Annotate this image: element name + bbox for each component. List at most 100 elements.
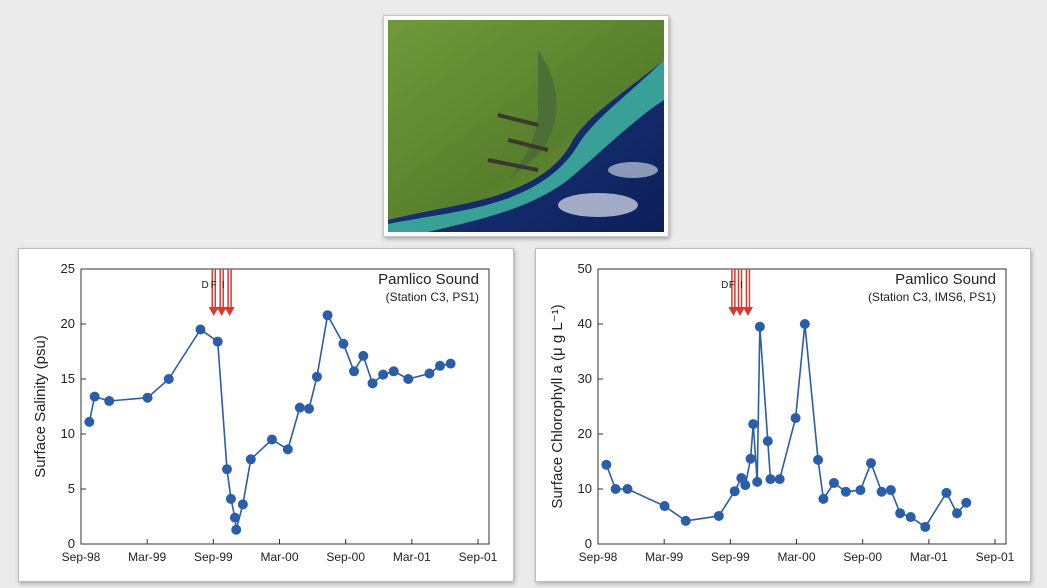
- data-point: [740, 480, 750, 490]
- data-point: [877, 487, 887, 497]
- chart-panel: 0510152025Sep-98Mar-99Sep-99Mar-00Sep-00…: [18, 248, 514, 582]
- y-tick-label: 10: [578, 481, 592, 496]
- event-label: I: [740, 280, 743, 291]
- data-point: [941, 488, 951, 498]
- x-tick-label: Mar-00: [261, 550, 299, 564]
- data-point: [230, 513, 240, 523]
- chart: 01020304050Sep-98Mar-99Sep-99Mar-00Sep-0…: [536, 249, 1030, 581]
- data-point: [660, 501, 670, 511]
- data-point: [196, 325, 206, 335]
- data-point: [338, 339, 348, 349]
- x-tick-label: Sep-01: [459, 550, 498, 564]
- data-point: [435, 361, 445, 371]
- data-point: [752, 477, 762, 487]
- y-tick-label: 10: [61, 426, 75, 441]
- data-point: [601, 460, 611, 470]
- data-point: [763, 436, 773, 446]
- data-point: [813, 455, 823, 465]
- satellite-image: [388, 20, 664, 232]
- chart-subtitle: (Station C3, IMS6, PS1): [868, 290, 996, 304]
- y-tick-label: 40: [578, 316, 592, 331]
- event-label: F: [211, 280, 217, 291]
- data-point: [378, 370, 388, 380]
- x-tick-label: Mar-00: [778, 550, 816, 564]
- y-tick-label: 0: [585, 536, 592, 551]
- x-tick-label: Mar-01: [393, 550, 431, 564]
- x-tick-label: Sep-00: [326, 550, 365, 564]
- y-tick-label: 25: [61, 261, 75, 276]
- data-point: [84, 417, 94, 427]
- chart-title: Pamlico Sound: [378, 271, 479, 288]
- data-point: [389, 366, 399, 376]
- data-point: [611, 484, 621, 494]
- data-point: [368, 378, 378, 388]
- data-point: [349, 366, 359, 376]
- data-point: [818, 494, 828, 504]
- data-point: [829, 478, 839, 488]
- arrow-head: [735, 307, 745, 316]
- y-tick-label: 20: [578, 426, 592, 441]
- y-tick-label: 50: [578, 261, 592, 276]
- event-arrow: [217, 269, 227, 316]
- y-axis-label: Surface Chlorophyll a (μ g L⁻¹): [549, 304, 566, 508]
- cloud: [608, 162, 658, 178]
- x-tick-label: Sep-00: [843, 550, 882, 564]
- data-point: [246, 454, 256, 464]
- data-point: [304, 404, 314, 414]
- data-point: [791, 413, 801, 423]
- y-tick-label: 20: [61, 316, 75, 331]
- data-point: [90, 392, 100, 402]
- y-tick-label: 5: [68, 481, 75, 496]
- data-point: [681, 516, 691, 526]
- data-point: [424, 369, 434, 379]
- arrow-head: [217, 307, 227, 316]
- event-label: D: [721, 280, 728, 291]
- data-point: [952, 508, 962, 518]
- y-axis-label: Surface Salinity (psu): [32, 335, 49, 478]
- data-point: [730, 486, 740, 496]
- data-point: [800, 319, 810, 329]
- satellite-image-frame: [383, 15, 669, 237]
- data-point: [143, 393, 153, 403]
- x-tick-label: Sep-01: [976, 550, 1015, 564]
- data-point: [222, 464, 232, 474]
- series-line: [606, 324, 966, 527]
- event-arrow: [209, 269, 219, 316]
- data-point: [323, 310, 333, 320]
- chart-subtitle: (Station C3, PS1): [386, 290, 479, 304]
- arrow-head: [225, 307, 235, 316]
- x-tick-label: Sep-98: [62, 550, 101, 564]
- data-point: [714, 511, 724, 521]
- data-point: [961, 498, 971, 508]
- data-point: [920, 522, 930, 532]
- data-point: [358, 351, 368, 361]
- chart-title: Pamlico Sound: [895, 271, 996, 288]
- data-point: [295, 403, 305, 413]
- data-point: [238, 499, 248, 509]
- event-label: F: [729, 280, 735, 291]
- data-point: [164, 374, 174, 384]
- data-point: [226, 494, 236, 504]
- data-point: [866, 458, 876, 468]
- data-point: [855, 485, 865, 495]
- x-tick-label: Sep-99: [194, 550, 233, 564]
- data-point: [213, 337, 223, 347]
- x-tick-label: Mar-99: [645, 550, 683, 564]
- cloud: [558, 193, 638, 217]
- data-point: [748, 419, 758, 429]
- data-point: [746, 454, 756, 464]
- data-point: [403, 374, 413, 384]
- data-point: [765, 474, 775, 484]
- data-point: [895, 508, 905, 518]
- event-arrow: [743, 269, 753, 316]
- data-point: [267, 435, 277, 445]
- arrow-head: [209, 307, 219, 316]
- data-point: [283, 444, 293, 454]
- page: {"chart_data": [ {"type": "line", "title…: [0, 0, 1047, 588]
- x-tick-label: Mar-99: [128, 550, 166, 564]
- x-tick-label: Sep-98: [579, 550, 618, 564]
- data-point: [775, 474, 785, 484]
- data-point: [886, 485, 896, 495]
